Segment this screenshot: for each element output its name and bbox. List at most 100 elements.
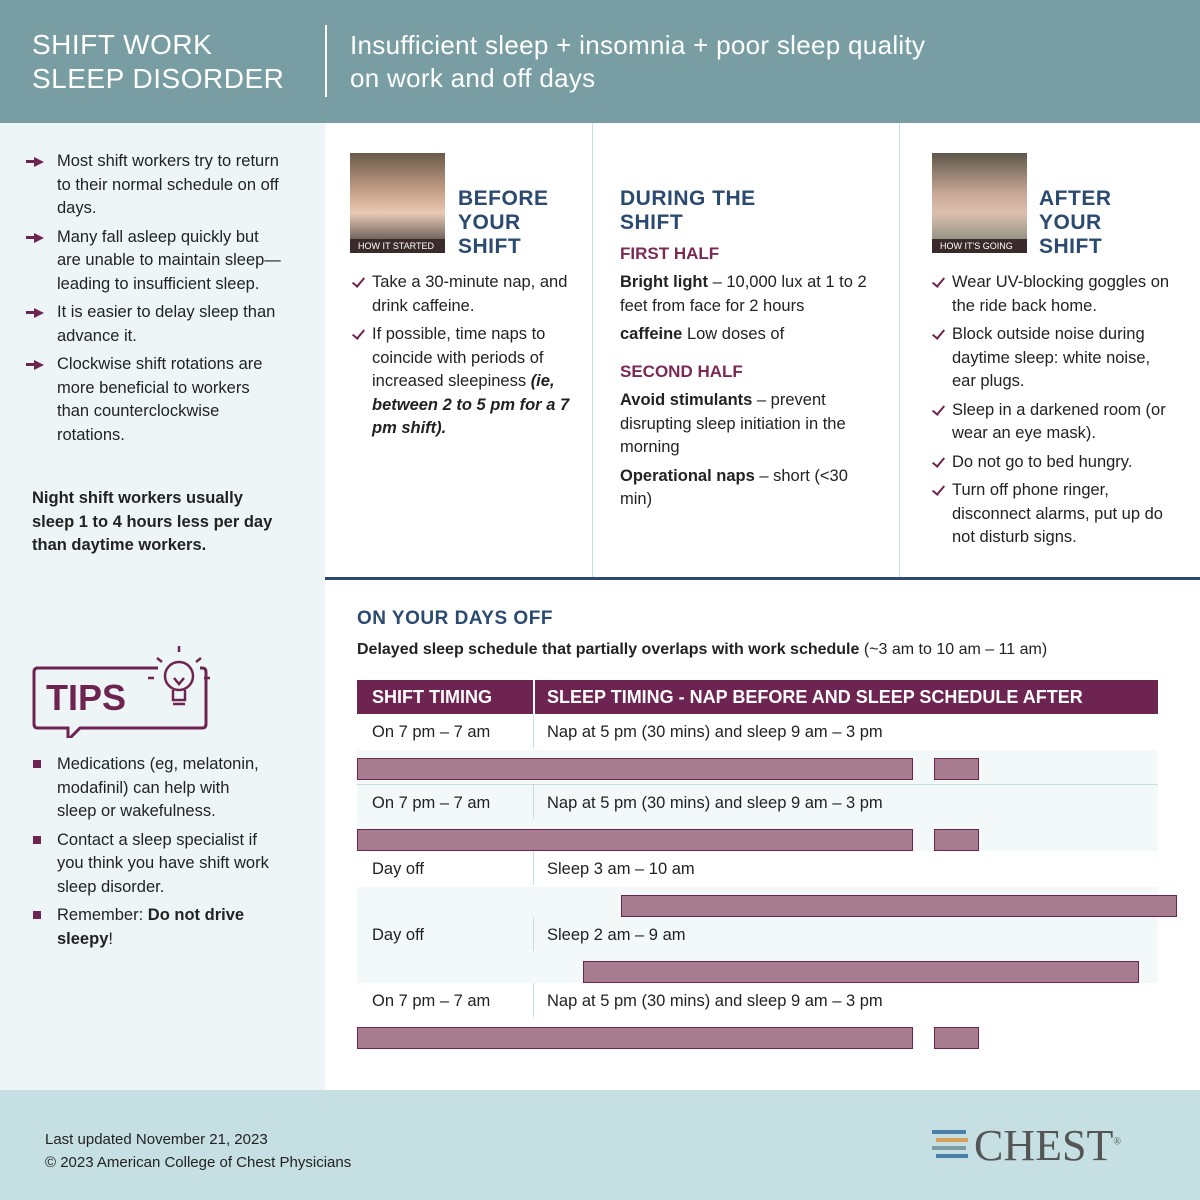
table-cell: On 7 pm – 7 am — [372, 992, 491, 1010]
table-cell: Day off — [372, 926, 424, 944]
footer-text: Last updated November 21, 2023 © 2023 Ame… — [45, 1128, 351, 1174]
subtitle-line: Insufficient sleep + insomnia + poor sle… — [350, 30, 926, 60]
sleep-bar — [357, 1027, 913, 1049]
list-item: Many fall asleep quickly but are unable … — [26, 226, 282, 297]
logo-text: CHEST — [974, 1121, 1114, 1170]
row-divider — [533, 714, 534, 748]
table-cell: Sleep 2 am – 9 am — [547, 926, 686, 944]
item-bold: Bright light — [620, 273, 708, 291]
check-list: Take a 30-minute nap, and drink caffeine… — [352, 271, 572, 446]
row-divider — [533, 917, 534, 951]
item-bold: caffeine — [620, 325, 683, 343]
list-item: Medications (eg, melatonin, modafinil) c… — [32, 753, 272, 824]
list-item: Block outside noise during daytime sleep… — [932, 323, 1177, 394]
list-item: If possible, time naps to coincide with … — [352, 323, 572, 441]
table-row: On 7 pm – 7 am Nap at 5 pm (30 mins) and … — [357, 983, 1158, 1019]
title-line: SHIFT WORK — [32, 29, 213, 60]
sleep-bar — [934, 829, 979, 851]
list-item: Avoid stimulants – prevent disrupting sl… — [620, 389, 855, 460]
row-divider — [533, 983, 534, 1017]
list: Bright light – 10,000 lux at 1 to 2 feet… — [620, 271, 875, 352]
title-line: SLEEP DISORDER — [32, 63, 285, 94]
heading: AFTER YOUR SHIFT — [1039, 187, 1112, 258]
photo: HOW IT STARTED — [350, 153, 445, 253]
tips-list: Medications (eg, melatonin, modafinil) c… — [32, 753, 272, 956]
divider — [592, 123, 593, 578]
row-rule — [357, 784, 1158, 785]
logo-icon — [932, 1130, 968, 1158]
divider — [325, 25, 327, 97]
item-note: (ie, between 2 to 5 pm for a 7 pm shift)… — [372, 372, 570, 437]
note: Night shift workers usually sleep 1 to 4… — [32, 489, 273, 554]
sleep-bar — [357, 829, 913, 851]
item-text: If possible, time naps to coincide with … — [372, 325, 546, 390]
item-text: Remember: — [57, 906, 144, 924]
column-header: SLEEP TIMING - NAP BEFORE AND SLEEP SCHE… — [547, 687, 1083, 707]
list-item: caffeine Low doses of — [620, 323, 875, 347]
item-text: Low doses of — [686, 325, 785, 343]
list-item: Do not go to bed hungry. — [932, 451, 1177, 475]
list-item: Contact a sleep specialist if you think … — [32, 829, 272, 900]
photo-label: HOW IT'S GOING — [932, 239, 1027, 253]
list-item: Wear UV-blocking goggles on the ride bac… — [932, 271, 1177, 318]
table-cell: On 7 pm – 7 am — [372, 794, 491, 812]
list-item: Sleep in a darkened room (or wear an eye… — [932, 399, 1177, 446]
intro-bold: Delayed sleep schedule that partially ov… — [357, 641, 860, 658]
subtitle-line: on work and off days — [350, 63, 596, 93]
row-divider — [533, 785, 534, 819]
header: SHIFT WORK SLEEP DISORDER Insufficient sl… — [0, 0, 1200, 123]
list-item: Remember: Do not drive sleepy! — [32, 904, 272, 951]
sleep-bar — [621, 895, 1177, 917]
table-cell: On 7 pm – 7 am — [372, 723, 491, 741]
table-cell: Day off — [372, 860, 424, 878]
list-item: Take a 30-minute nap, and drink caffeine… — [352, 271, 572, 318]
photo-label: HOW IT STARTED — [350, 239, 445, 253]
heading: DURING THE SHIFT — [620, 187, 756, 234]
table-cell: Nap at 5 pm (30 mins) and sleep 9 am – 3… — [547, 794, 883, 812]
list-item: Turn off phone ringer, disconnect alarms… — [932, 479, 1177, 550]
intro-text: (~3 am to 10 am – 11 am) — [863, 641, 1048, 658]
item-text: Contact a sleep specialist if you think … — [57, 830, 269, 896]
bullet-list: Most shift workers try to return to thei… — [26, 150, 282, 452]
table-cell: Sleep 3 am – 10 am — [547, 860, 695, 878]
tips-label: TIPS — [46, 677, 126, 718]
list: Avoid stimulants – prevent disrupting sl… — [620, 389, 855, 517]
left-column: Most shift workers try to return to thei… — [0, 123, 325, 1090]
list-item: Clockwise shift rotations are more benef… — [26, 353, 282, 447]
item-text: – prevent disrupting sleep initiation in… — [620, 391, 846, 456]
item-bold: Do not drive sleepy — [57, 906, 245, 948]
divider — [899, 123, 900, 578]
logo: CHEST® — [974, 1120, 1121, 1171]
photo: HOW IT'S GOING — [932, 153, 1027, 253]
footer: Last updated November 21, 2023 © 2023 Ame… — [0, 1090, 1200, 1200]
sleep-bar — [357, 758, 913, 780]
bulb — [148, 646, 210, 706]
check-list: Wear UV-blocking goggles on the ride bac… — [932, 271, 1177, 555]
list-item: It is easier to delay sleep than advance… — [26, 301, 282, 348]
divider — [533, 680, 535, 714]
tips-badge: TIPS — [32, 646, 210, 738]
item-text: Take a 30-minute nap, and drink caffeine… — [372, 273, 568, 315]
bubble — [32, 666, 208, 738]
item-bold: Operational naps — [620, 466, 755, 485]
item-end: ! — [108, 929, 113, 948]
title: SHIFT WORK SLEEP DISORDER — [32, 28, 284, 96]
item-text: – 10,000 lux at 1 to 2 feet from face fo… — [620, 273, 867, 315]
sleep-bar — [934, 1027, 979, 1049]
stripes — [932, 1130, 968, 1158]
sleep-bar — [934, 758, 979, 780]
list-item: Operational naps – short (<30 min) — [620, 465, 855, 512]
copyright: © 2023 American College of Chest Physici… — [45, 1154, 352, 1171]
table-cell: Nap at 5 pm (30 mins) and sleep 9 am – 3… — [547, 992, 883, 1010]
intro: Delayed sleep schedule that partially ov… — [357, 641, 1047, 659]
updated: Last updated November 21, 2023 — [45, 1131, 268, 1148]
subheading: SECOND HALF — [620, 362, 743, 381]
subtitle: Insufficient sleep + insomnia + poor sle… — [350, 29, 925, 95]
heading: BEFORE YOUR SHIFT — [458, 187, 549, 258]
row-divider — [533, 851, 534, 885]
item-text: – short (<30 min) — [620, 466, 848, 509]
logo-mark: ® — [1113, 1136, 1121, 1148]
sleep-bar — [583, 961, 1139, 983]
